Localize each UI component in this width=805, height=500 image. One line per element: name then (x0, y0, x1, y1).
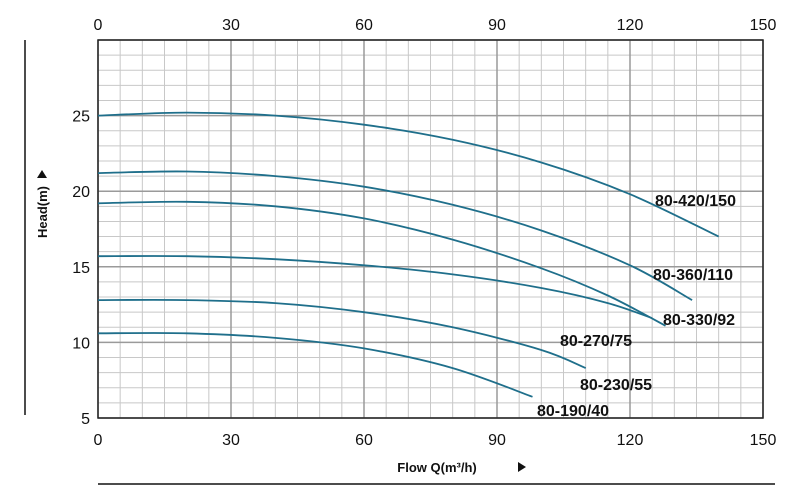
curve-label: 80-230/55 (580, 377, 652, 394)
x-tick-label-top: 60 (355, 17, 373, 34)
y-tick-label: 20 (72, 184, 90, 201)
curve-label: 80-330/92 (663, 312, 735, 329)
x-tick-label-top: 30 (222, 17, 240, 34)
x-tick-label: 90 (488, 432, 506, 449)
x-tick-label-top: 90 (488, 17, 506, 34)
x-tick-label-top: 120 (617, 17, 644, 34)
curve-80-360-110 (97, 170, 693, 301)
curve-80-270-75 (97, 255, 653, 320)
curve-label: 80-360/110 (653, 267, 733, 284)
x-axis-title: Flow Q(m³/h) (397, 460, 476, 475)
curve-80-190-40 (97, 332, 533, 398)
curve-label: 80-190/40 (537, 403, 609, 420)
x-tick-label: 150 (750, 432, 777, 449)
y-axis-title: Head(m) (35, 186, 50, 238)
curve-80-330-92 (97, 200, 666, 327)
curve-80-230-55 (97, 298, 587, 369)
y-tick-label: 5 (81, 411, 90, 428)
x-ticks-top: 0 30 60 90 120 150 (94, 17, 777, 34)
curves (97, 111, 720, 398)
minor-grid (98, 40, 763, 418)
x-tick-label: 120 (617, 432, 644, 449)
x-tick-label: 60 (355, 432, 373, 449)
x-tick-label: 30 (222, 432, 240, 449)
curve-80-420-150 (97, 111, 720, 238)
curve-label: 80-270/75 (560, 333, 632, 350)
y-ticks: 5 10 15 20 25 (72, 109, 90, 428)
x-ticks-bottom: 0 30 60 90 120 150 (94, 432, 777, 449)
x-tick-label-top: 0 (94, 17, 103, 34)
curve-label: 80-420/150 (655, 193, 736, 210)
x-tick-label: 0 (94, 432, 103, 449)
plot-border (97, 39, 764, 419)
curve-labels: 80-420/150 80-360/110 80-330/92 80-270/75 80… (537, 193, 736, 420)
y-axis-arrow-icon (37, 170, 47, 178)
x-tick-label-top: 150 (750, 17, 777, 34)
y-tick-label: 10 (72, 335, 90, 352)
y-tick-label: 25 (72, 109, 90, 126)
y-tick-label: 15 (72, 260, 90, 277)
x-axis-arrow-icon (518, 462, 526, 472)
